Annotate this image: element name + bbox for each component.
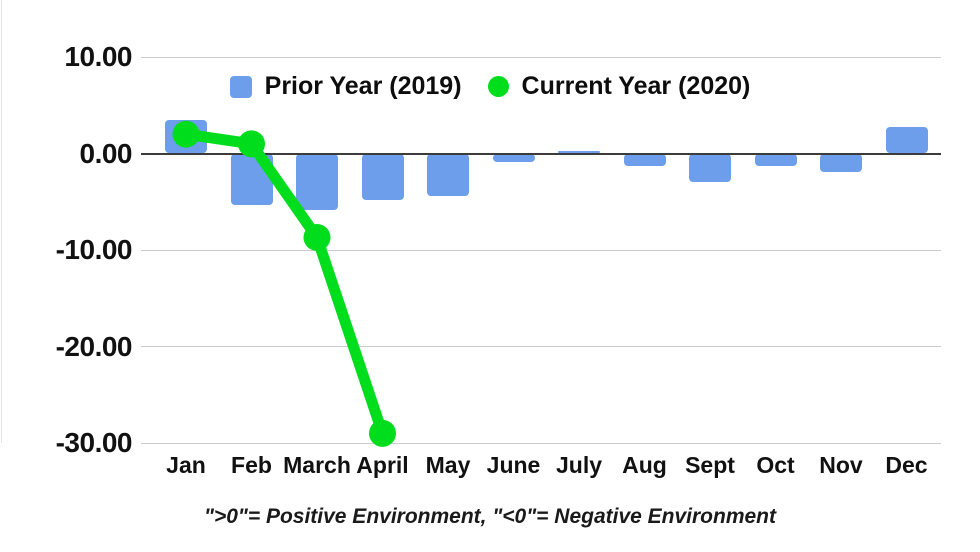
chart-legend: Prior Year (2019) Current Year (2020) — [0, 72, 980, 101]
gridline-y--10 — [141, 249, 941, 251]
gridline-y-10 — [141, 56, 941, 58]
bar-april — [361, 153, 404, 200]
x-axis-label-aug: Aug — [622, 452, 667, 478]
x-axis-label-jan: Jan — [166, 452, 206, 478]
y-axis-label--20: -20.00 — [55, 330, 133, 362]
legend-label-current-year: Current Year (2020) — [521, 72, 751, 100]
y-axis-label--10: -10.00 — [55, 234, 133, 265]
left-edge-line — [1, 0, 2, 443]
bar-nov — [820, 153, 862, 172]
bar-july — [558, 150, 600, 154]
bar-jan — [165, 119, 207, 154]
bar-dec — [885, 127, 928, 154]
bar-may — [427, 153, 469, 196]
line-path — [180, 128, 388, 439]
x-axis-label-feb: Feb — [231, 452, 272, 478]
bar-aug — [623, 153, 666, 167]
x-axis-label-july: July — [555, 452, 603, 478]
y-axis-label--30: -30.00 — [55, 427, 133, 458]
bar-oct — [754, 153, 797, 167]
line-point-2 — [303, 223, 331, 251]
y-axis-label-0: 0.00 — [79, 137, 133, 169]
current-year-swatch-icon — [487, 76, 509, 97]
x-axis-label-nov: Nov — [819, 452, 863, 478]
x-axis-label-oct: Oct — [756, 452, 795, 478]
chart-footnote: ">0"= Positive Environment, "<0"= Negati… — [203, 505, 776, 528]
zero-axis-line — [141, 152, 941, 155]
x-axis-label-sept: Sept — [685, 452, 735, 478]
x-axis-label-june: June — [486, 452, 541, 478]
gridline-y--30 — [141, 442, 941, 444]
legend-item-current-year: Current Year (2020) — [487, 72, 751, 101]
x-axis-label-may: May — [425, 452, 471, 478]
x-axis-label-march: March — [283, 452, 351, 478]
legend-label-prior-year: Prior Year (2019) — [264, 72, 462, 100]
bar-sept — [689, 153, 731, 183]
x-axis-label-dec: Dec — [885, 452, 928, 478]
bar-june — [492, 153, 535, 163]
bar-march — [296, 153, 338, 211]
x-axis-label-april: April — [356, 452, 409, 478]
gridline-y--20 — [141, 346, 941, 347]
prior-year-swatch-icon — [229, 75, 252, 98]
bar-feb — [230, 153, 273, 205]
legend-item-prior-year: Prior Year (2019) — [229, 72, 462, 101]
y-axis-label-10: 10.00 — [64, 41, 132, 72]
